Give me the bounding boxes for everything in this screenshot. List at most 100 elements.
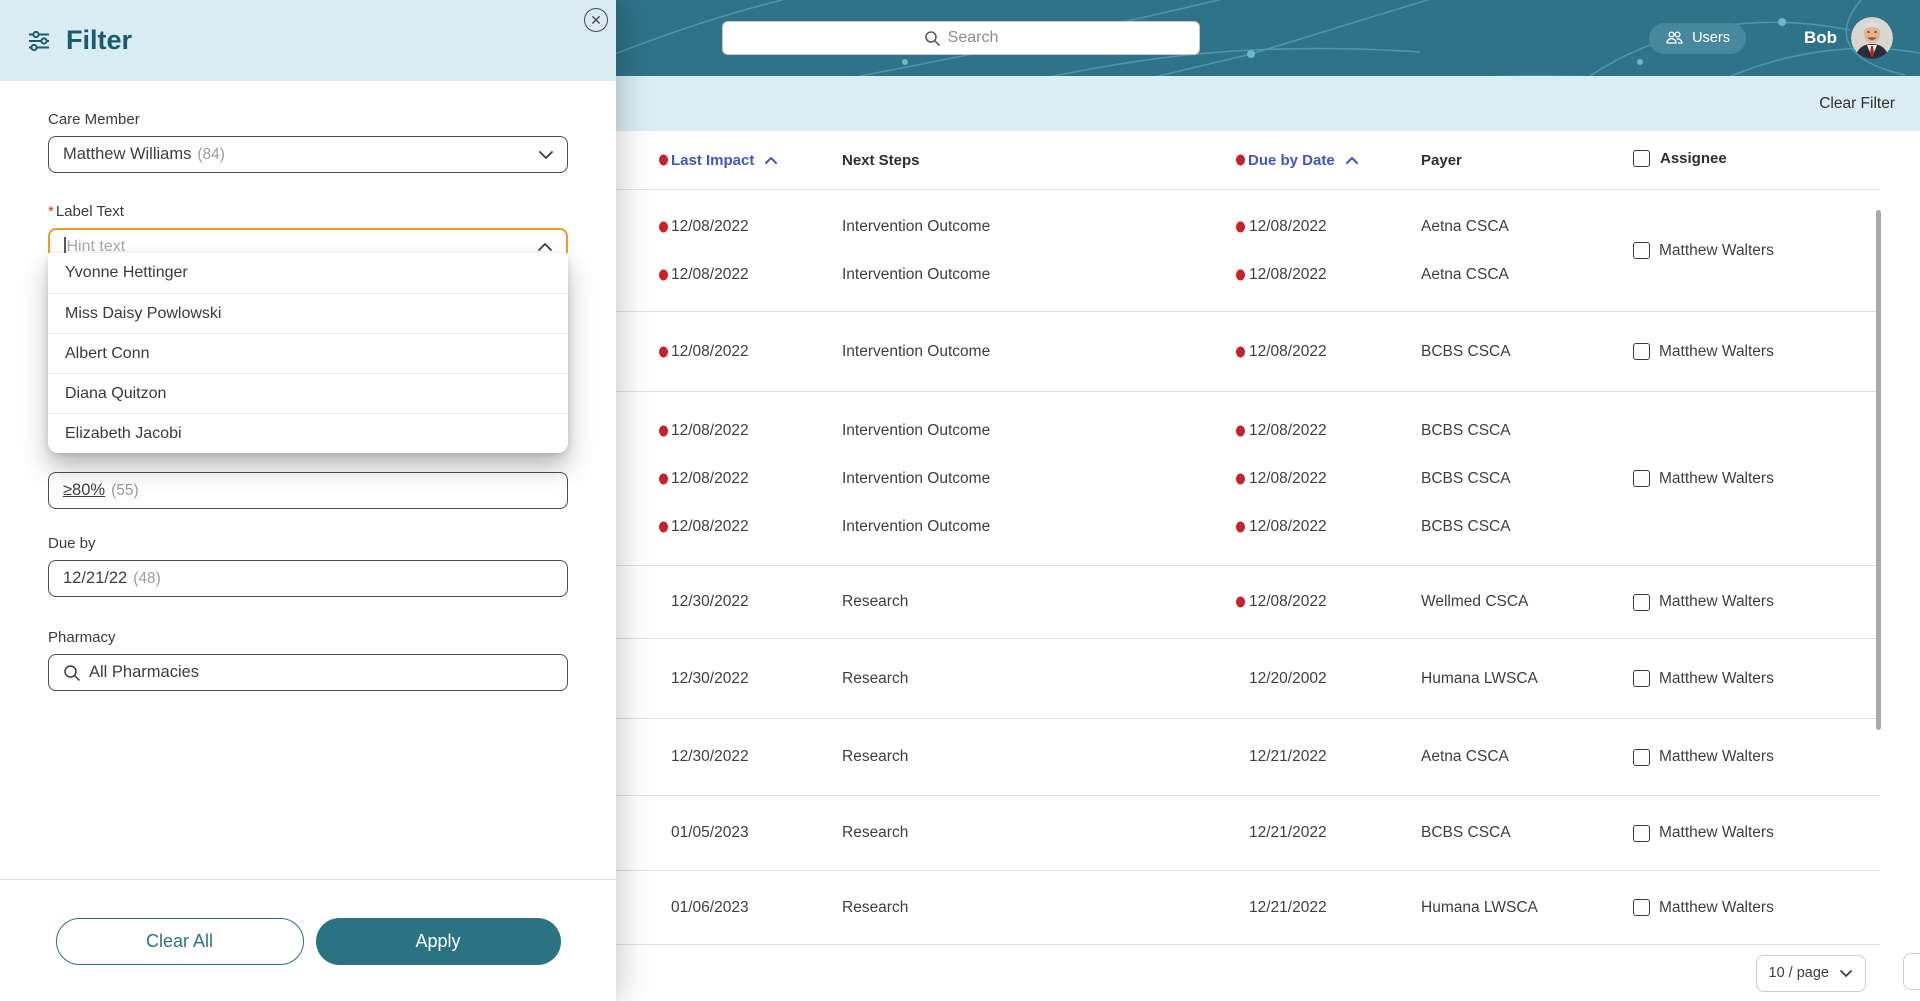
next-steps-cell: Intervention Outcome xyxy=(842,469,991,487)
required-asterisk: * xyxy=(48,203,54,220)
assignee-name: Matthew Walters xyxy=(1659,593,1774,610)
clear-filter-link[interactable]: Clear Filter xyxy=(1819,94,1895,112)
table-row[interactable]: 12/30/2022 Research 12/08/2022 Wellmed CSCA xyxy=(616,578,1880,626)
text-caret xyxy=(64,237,66,256)
assignee-checkbox[interactable] xyxy=(1633,824,1650,842)
assignee-cell: Matthew Walters xyxy=(1633,899,1774,917)
clear-all-button[interactable]: Clear All xyxy=(55,918,304,965)
pharmacy-input[interactable]: All Pharmacies xyxy=(48,654,568,691)
urgent-dot-icon xyxy=(1236,346,1245,357)
care-member-select[interactable]: Matthew Williams (84) xyxy=(48,136,568,173)
assignee-checkbox[interactable] xyxy=(1633,593,1650,611)
table-row[interactable]: 01/06/2023 Research 12/21/2022 Humana LWSCA xyxy=(616,884,1880,932)
assignee-cell: Matthew Walters xyxy=(1633,242,1774,260)
dropdown-option[interactable]: Diana Quitzon xyxy=(48,373,568,413)
assignee-name: Matthew Walters xyxy=(1659,898,1774,916)
assignee-checkbox[interactable] xyxy=(1633,470,1650,487)
urgent-dot-icon xyxy=(659,521,668,532)
due-by-date-cell: 12/21/2022 xyxy=(1249,748,1327,765)
urgent-dot-icon xyxy=(659,425,668,436)
table-row[interactable]: 12/08/2022 Intervention Outcome 12/08/2022… xyxy=(616,251,1880,299)
care-member-label: Care Member xyxy=(48,111,140,128)
table-row[interactable]: 12/30/2022 Research 12/21/2022 Aetna CSCA xyxy=(616,733,1880,781)
due-by-count: (48) xyxy=(133,569,161,587)
pharmacy-value: All Pharmacies xyxy=(89,663,200,681)
user-name: Bob xyxy=(1803,28,1837,47)
chevron-down-icon xyxy=(538,150,554,160)
payer-cell: Aetna CSCA xyxy=(1421,217,1509,235)
table-scrollbar[interactable] xyxy=(1876,210,1881,730)
assignee-cell: Matthew Walters xyxy=(1633,670,1774,688)
table-row[interactable]: 01/05/2023 Research 12/21/2022 BCBS CSCA xyxy=(616,809,1880,857)
label-text-label: * Label Text xyxy=(48,203,124,220)
close-icon[interactable]: ✕ xyxy=(584,8,608,32)
payer-cell: Aetna CSCA xyxy=(1421,748,1509,765)
column-header-payer: Payer xyxy=(1421,151,1462,169)
users-button[interactable]: Users xyxy=(1649,22,1746,54)
table-row[interactable]: 12/08/2022 Intervention Outcome 12/08/2022… xyxy=(616,328,1880,376)
urgent-dot-icon xyxy=(1236,521,1245,532)
sort-up-icon[interactable] xyxy=(1345,152,1359,169)
global-search-input[interactable]: Search xyxy=(722,21,1200,55)
urgent-dot-icon xyxy=(1236,596,1245,608)
payer-cell: BCBS CSCA xyxy=(1421,469,1511,487)
due-by-input[interactable]: 12/21/22 (48) xyxy=(48,560,568,597)
dropdown-option[interactable]: Elizabeth Jacobi xyxy=(48,413,568,453)
urgent-dot-icon xyxy=(659,473,668,484)
chevron-down-icon xyxy=(1840,969,1852,977)
pagination-bar: 10 / page xyxy=(616,945,1920,1001)
last-impact-cell: 12/08/2022 xyxy=(659,266,830,284)
next-steps-cell: Research xyxy=(842,824,909,841)
table-row[interactable]: 12/08/2022 Intervention Outcome 12/08/2022… xyxy=(616,455,1880,503)
due-by-date-cell: 12/21/2022 xyxy=(1249,898,1327,916)
due-by-date-cell: 12/08/2022 xyxy=(1236,266,1409,284)
chevron-up-icon xyxy=(537,242,553,252)
table-group: 01/05/2023 Research 12/21/2022 BCBS CSCA Mat… xyxy=(616,796,1880,871)
assignee-checkbox[interactable] xyxy=(1633,343,1650,360)
dropdown-option[interactable]: Albert Conn xyxy=(48,333,568,373)
urgent-dot-icon xyxy=(1236,473,1245,484)
urgent-dot-icon xyxy=(1236,425,1245,436)
avatar[interactable] xyxy=(1851,17,1893,59)
due-by-date-cell: 12/08/2022 xyxy=(1236,518,1409,536)
assignee-name: Matthew Walters xyxy=(1659,748,1774,765)
column-header-due-by-date[interactable]: Due by Date xyxy=(1236,152,1409,169)
column-header-last-impact[interactable]: Last Impact xyxy=(659,152,830,169)
pharmacy-label: Pharmacy xyxy=(48,629,116,646)
dropdown-option[interactable]: Yvonne Hettinger xyxy=(65,264,188,281)
assignee-checkbox[interactable] xyxy=(1633,748,1650,766)
assignee-checkbox[interactable] xyxy=(1633,899,1650,916)
apply-button[interactable]: Apply xyxy=(315,918,561,965)
assignee-name: Matthew Walters xyxy=(1659,469,1774,487)
label-text-dropdown: Yvonne Hettinger Miss Daisy Powlowski Albe… xyxy=(48,253,568,453)
dropdown-option[interactable]: Miss Daisy Powlowski xyxy=(48,293,568,333)
table-row[interactable]: 12/08/2022 Intervention Outcome 12/08/2022… xyxy=(616,407,1880,455)
assignee-name: Matthew Walters xyxy=(1659,824,1774,841)
search-icon xyxy=(64,665,80,681)
due-by-date-cell: 12/08/2022 xyxy=(1236,218,1409,236)
column-header-assignee: Assignee xyxy=(1633,149,1880,171)
due-by-value: 12/21/22 xyxy=(63,569,128,587)
assignee-checkbox[interactable] xyxy=(1633,670,1650,687)
assignee-checkbox[interactable] xyxy=(1633,242,1650,259)
due-by-date-cell: 12/08/2022 xyxy=(1236,593,1409,611)
sort-up-icon[interactable] xyxy=(764,152,778,169)
assignee-name: Matthew Walters xyxy=(1659,669,1774,687)
last-impact-cell: 12/30/2022 xyxy=(671,593,749,610)
table-row[interactable]: 12/30/2022 Research 12/20/2002 Humana LWSCA xyxy=(616,655,1880,703)
table-row[interactable]: 12/08/2022 Intervention Outcome 12/08/2022… xyxy=(616,203,1880,251)
select-all-checkbox[interactable] xyxy=(1633,149,1650,167)
adherence-select[interactable]: ≥80% (55) xyxy=(48,472,568,509)
page-size-select[interactable]: 10 / page xyxy=(1755,954,1866,992)
table-group: 12/30/2022 Research 12/21/2022 Aetna CSCA Ma… xyxy=(616,719,1880,796)
urgent-dot-icon xyxy=(659,154,668,166)
assignee-cell: Matthew Walters xyxy=(1633,593,1774,611)
assignee-cell: Matthew Walters xyxy=(1633,470,1774,488)
last-impact-cell: 01/06/2023 xyxy=(671,898,749,916)
table-body: 12/08/2022 Intervention Outcome 12/08/2022… xyxy=(616,190,1880,945)
table-row[interactable]: 12/08/2022 Intervention Outcome 12/08/2022… xyxy=(616,503,1880,551)
table-group: 12/08/2022 Intervention Outcome 12/08/2022… xyxy=(616,190,1880,312)
payer-cell: Humana LWSCA xyxy=(1421,669,1538,687)
last-impact-cell: 12/08/2022 xyxy=(659,470,830,488)
users-icon xyxy=(1666,30,1683,44)
